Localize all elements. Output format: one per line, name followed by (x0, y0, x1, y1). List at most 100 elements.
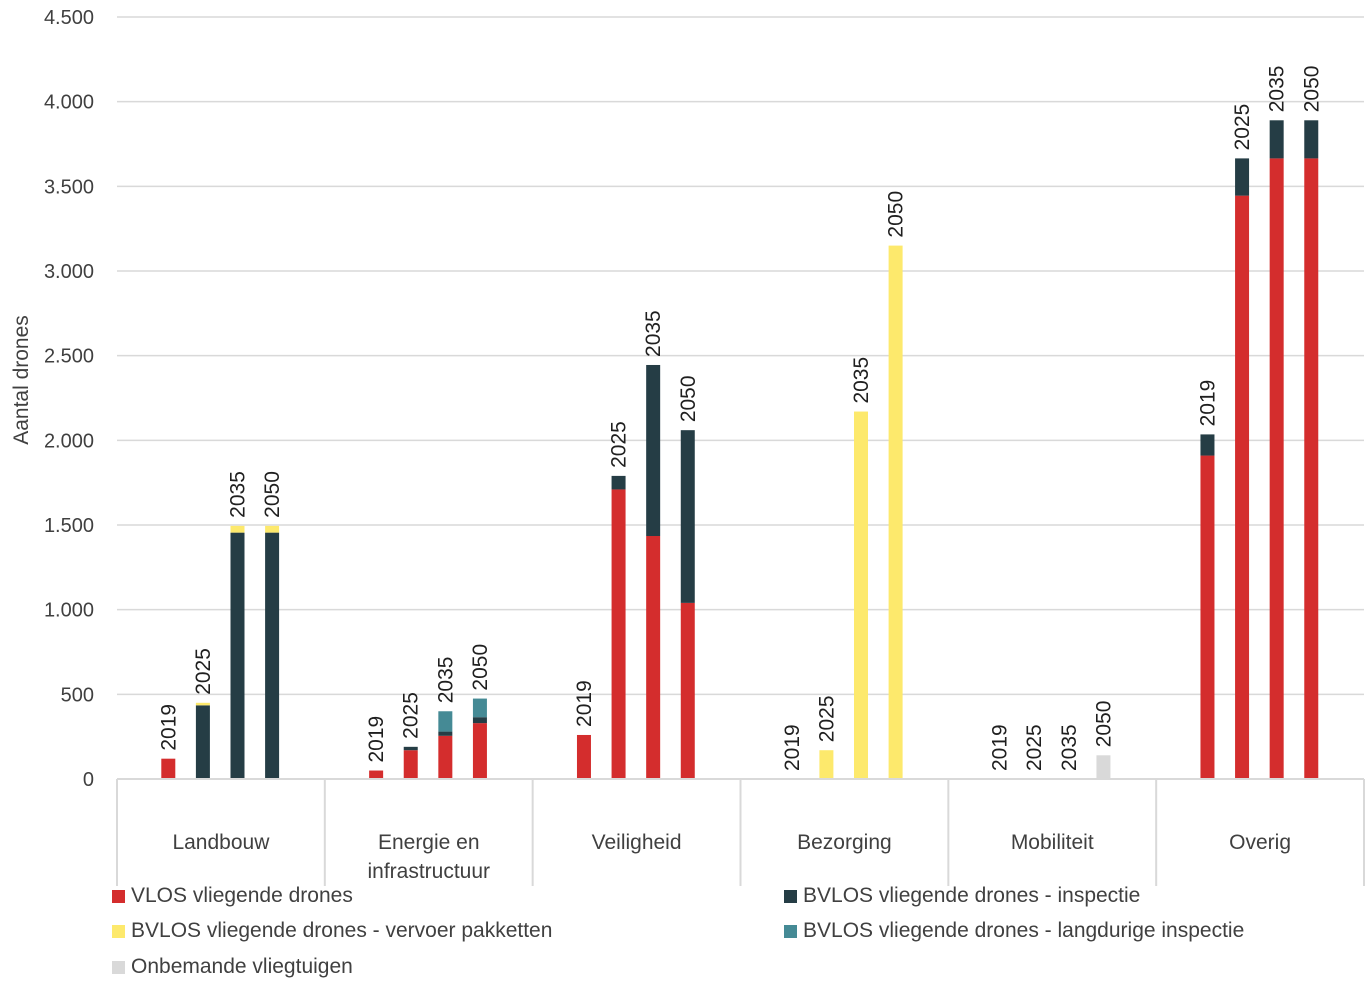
bar-segment (1096, 755, 1111, 779)
legend: VLOS vliegende drones BVLOS vliegende dro… (112, 884, 1362, 984)
legend-item: VLOS vliegende drones (112, 884, 353, 908)
bars (161, 120, 1319, 780)
category-label: Bezorging (797, 831, 892, 854)
legend-label: VLOS vliegende drones (131, 884, 353, 907)
y-tick-label: 0 (83, 769, 94, 791)
legend-swatch (784, 924, 797, 938)
category-label: Veiligheid (592, 831, 682, 854)
legend-item: BVLOS vliegende drones - langdurige insp… (784, 919, 1244, 943)
bar-segment (230, 532, 245, 779)
bar-year-label: 2050 (1300, 66, 1323, 113)
bar-segment (576, 734, 591, 779)
bar-year-label: 2050 (1092, 701, 1115, 748)
category-label: Overig (1229, 831, 1291, 854)
bar-segment (680, 602, 695, 779)
bar-segment (646, 364, 661, 537)
bar-segment (195, 705, 210, 779)
legend-label: BVLOS vliegende drones - inspectie (803, 884, 1141, 907)
bar-year-label: 2035 (850, 357, 873, 404)
gridlines (117, 16, 1364, 696)
legend-item: BVLOS vliegende drones - vervoer pakkett… (112, 919, 552, 943)
y-tick-label: 2.000 (44, 430, 94, 452)
bar-year-label: 2019 (157, 704, 180, 751)
y-tick-label: 3.000 (44, 261, 94, 283)
category-label: Mobiliteit (1011, 831, 1094, 854)
category-label: infrastructuur (367, 860, 490, 883)
y-tick-label: 4.500 (44, 7, 94, 29)
bar-year-label: 2025 (608, 421, 631, 468)
y-tick-label: 4.000 (44, 92, 94, 114)
legend-label: BVLOS vliegende drones - langdurige insp… (803, 919, 1245, 942)
bar-segment (472, 717, 487, 724)
bar-year-label: 2035 (1266, 66, 1289, 113)
bar-segment (161, 758, 176, 779)
bar-year-label: 2025 (192, 648, 215, 695)
y-axis-ticks: 0 500 1.000 1.500 2.000 2.500 3.000 3.500 4.000 4… (44, 7, 94, 791)
category-labels: Landbouw Energie en infrastructuur Veilighe… (172, 831, 1291, 883)
bar-segment (1200, 455, 1215, 779)
bar-segment (472, 698, 487, 718)
legend-swatch (112, 924, 125, 938)
bar-year-label: 2025 (400, 692, 423, 739)
legend-swatch (112, 960, 125, 974)
bar-segment (680, 430, 695, 603)
bar-year-label: 2035 (1058, 724, 1081, 771)
bar-year-label: 2019 (365, 716, 388, 763)
legend-label: BVLOS vliegende drones - vervoer pakkett… (131, 919, 553, 942)
bar-year-label: 2035 (642, 310, 665, 357)
legend-swatch (112, 889, 125, 903)
bar-year-label: 2019 (573, 680, 596, 727)
bar-year-label: 2050 (677, 375, 700, 422)
bar-segment (1200, 434, 1215, 456)
bar-year-label: 2019 (781, 724, 804, 771)
bar-segment (1235, 195, 1250, 779)
bar-segment (1269, 158, 1284, 780)
bar-segment (438, 735, 453, 779)
category-label: Energie en (378, 831, 480, 854)
bar-segment (819, 750, 834, 779)
y-tick-label: 500 (61, 684, 94, 706)
legend-swatch (784, 889, 797, 903)
bar-segment (265, 532, 280, 779)
category-label: Landbouw (172, 831, 270, 854)
bar-year-label: 2025 (815, 695, 838, 742)
bar-year-label: 2050 (469, 644, 492, 691)
bar-year-label: 2050 (261, 471, 284, 518)
bar-segment (646, 536, 661, 779)
bar-segment (1304, 158, 1319, 780)
bar-segment (195, 702, 210, 706)
y-tick-label: 1.000 (44, 600, 94, 622)
bar-segment (369, 770, 384, 779)
bar-segment (854, 411, 868, 779)
bar-segment (611, 475, 626, 490)
bar-segment (403, 746, 418, 751)
bar-segment (1304, 120, 1319, 159)
bar-segment (403, 750, 418, 779)
legend-label: Onbemande vliegtuigen (131, 955, 353, 978)
x-axis (116, 778, 1365, 886)
bar-segment (230, 525, 245, 533)
y-axis-label: Aantal drones (10, 315, 33, 445)
bar-segment (265, 525, 280, 533)
legend-item: Onbemande vliegtuigen (112, 955, 353, 979)
bar-year-label: 2035 (227, 471, 250, 518)
bar-year-label: 2025 (1231, 104, 1254, 151)
year-labels: 2019 2025 2035 2050 2019 2025 2035 2050 2019 2025… (157, 66, 1323, 771)
bar-segment (438, 711, 453, 732)
bar-year-label: 2035 (434, 657, 457, 704)
y-tick-label: 1.500 (44, 515, 94, 537)
bar-segment (1269, 120, 1284, 159)
y-tick-label: 2.500 (44, 346, 94, 368)
bar-year-label: 2050 (885, 191, 908, 238)
bar-year-label: 2019 (1196, 380, 1219, 427)
bar-segment (611, 489, 626, 779)
bar-segment (888, 245, 903, 780)
y-tick-label: 3.500 (44, 176, 94, 198)
bar-year-label: 2019 (989, 724, 1012, 771)
legend-item: BVLOS vliegende drones - inspectie (784, 884, 1140, 908)
bar-segment (438, 731, 453, 736)
bar-segment (1235, 158, 1250, 196)
bar-year-label: 2025 (1023, 724, 1046, 771)
bar-segment (472, 723, 487, 779)
